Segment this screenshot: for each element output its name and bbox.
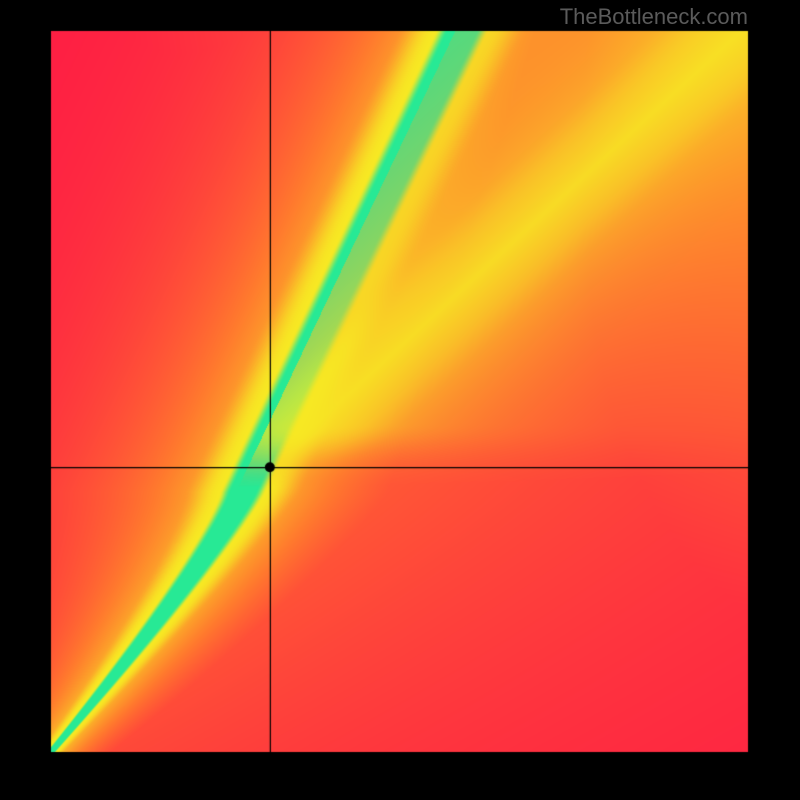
heatmap-canvas [0, 0, 800, 800]
watermark-text: TheBottleneck.com [560, 4, 748, 30]
chart-container: TheBottleneck.com [0, 0, 800, 800]
